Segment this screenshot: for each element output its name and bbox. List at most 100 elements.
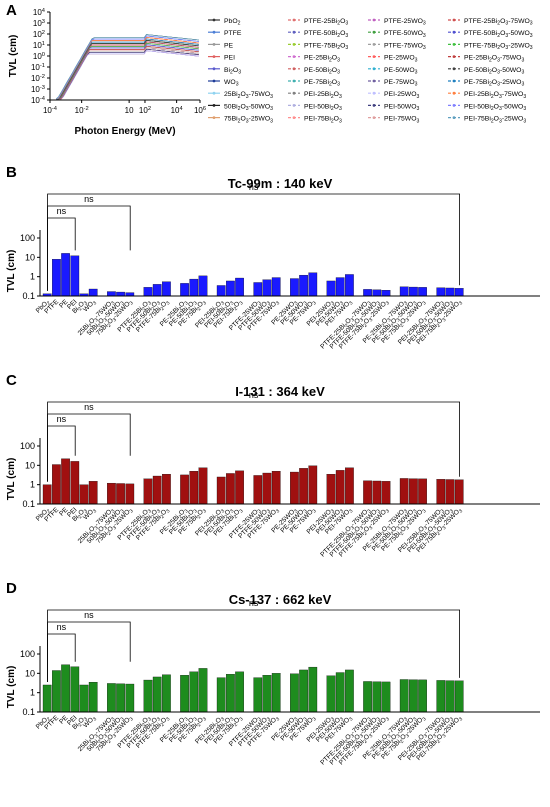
y-tick-label: 100 [20, 649, 35, 659]
bar [125, 292, 135, 297]
legend-marker [372, 43, 376, 46]
bar [253, 475, 263, 505]
legend-marker [452, 30, 456, 34]
legend-label: WO3 [224, 79, 239, 88]
legend-label: Bi2O3 [224, 67, 241, 76]
y-tick-label: 101 [33, 41, 45, 50]
bar [152, 676, 162, 713]
bar [216, 476, 226, 505]
y-tick-label: 1 [30, 272, 35, 282]
bar [235, 277, 244, 297]
legend-label: PTFE [224, 30, 242, 37]
chart-legend: PbO2 PTFE PE PEI Bi2O3 WO3 25Bi2O3-75WO3 50Bi2O… [208, 18, 533, 124]
y-tick-label: 100 [33, 52, 45, 61]
legend-marker [452, 91, 456, 95]
panel-letter-c: C [6, 372, 17, 389]
y-tick-label: 100 [20, 233, 35, 243]
bar [299, 669, 308, 713]
legend-label: PTFE-75Bi2O3-25WO3 [464, 42, 533, 51]
legend-label: PE-25WO3 [384, 55, 418, 64]
bar [189, 278, 199, 297]
legend-marker [372, 91, 376, 95]
y-axis-label: TVL (cm) [8, 35, 19, 78]
legend-label: PE-75Bi2O3 [304, 79, 340, 88]
bar [436, 287, 446, 297]
legend-marker [212, 116, 216, 119]
series-line [56, 50, 199, 100]
significance-bracket [47, 401, 461, 482]
bar [363, 289, 372, 297]
category-label: PE [58, 506, 70, 518]
bar [308, 666, 318, 713]
legend-label: PTFE-25WO3 [384, 18, 426, 27]
legend-marker [452, 79, 456, 83]
series-line [56, 42, 199, 100]
legend-label: PE-75WO3 [384, 79, 418, 88]
significance-label: ns [84, 610, 94, 620]
bar [308, 272, 318, 297]
significance-label: ns [57, 414, 67, 424]
bar [409, 679, 418, 713]
panel-letter-b: B [6, 164, 17, 181]
series-line [56, 41, 199, 100]
legend-label: PE-50Bi2O3 [304, 67, 340, 76]
category-label: 50Bi2O3-50WO3 [86, 506, 126, 546]
bar [52, 670, 61, 713]
bar [454, 479, 464, 505]
bar [454, 288, 464, 297]
bar [79, 684, 89, 713]
bar [363, 480, 372, 505]
legend-marker [212, 55, 216, 58]
category-label: 50Bi2O3-50WO3 [86, 714, 126, 754]
legend-label: PbO2 [224, 18, 241, 27]
legend-marker [292, 43, 296, 46]
legend-marker [212, 30, 216, 34]
bar [290, 471, 299, 505]
legend-label: 25Bi2O3-75WO3 [224, 91, 273, 100]
bar [345, 467, 354, 505]
series-line [56, 50, 199, 100]
bar [143, 478, 153, 505]
bar [445, 479, 455, 505]
bar [253, 677, 263, 713]
legend-marker [452, 116, 456, 119]
legend-label: PE [224, 42, 234, 49]
bar [409, 286, 418, 297]
significance-label: ns [57, 622, 67, 632]
legend-label: PEI-50WO3 [384, 103, 419, 112]
legend-marker [292, 104, 296, 107]
x-tick-label: 102 [139, 106, 151, 115]
y-tick-label: 10-4 [31, 96, 46, 105]
legend-marker [292, 79, 296, 83]
y-tick-label: 10-3 [31, 85, 45, 94]
bar [180, 474, 189, 505]
series-line [56, 40, 199, 100]
series-line [56, 45, 199, 100]
bar [445, 680, 455, 713]
legend-marker [372, 104, 376, 107]
bar [42, 484, 52, 505]
legend-label: PEI [224, 55, 235, 62]
bar [372, 289, 382, 297]
bar [152, 475, 162, 505]
legend-label: PTFE-50Bi2O3-50WO3 [464, 30, 533, 39]
series-line [56, 37, 199, 100]
tvl-energy-line-chart: 10-4 10-3 10-2 10-1 100 101 102 103 104 10-4 10-2 1… [8, 8, 206, 137]
legend-label: PE-25Bi2O3 [304, 55, 340, 64]
bar [52, 464, 61, 505]
category-label: PE [58, 714, 70, 726]
legend-label: PE-50Bi2O3-50WO3 [464, 67, 524, 76]
bar [226, 674, 235, 713]
significance-label: ns [84, 402, 94, 412]
significance-label: ns [57, 206, 67, 216]
legend-marker [452, 43, 456, 46]
bar [226, 280, 235, 297]
legend-marker [452, 104, 456, 107]
y-tick-label: 100 [20, 441, 35, 451]
bar [335, 672, 345, 713]
bar [107, 482, 116, 505]
legend-marker [372, 30, 376, 34]
series-line [56, 34, 199, 100]
significance-bracket [47, 193, 461, 291]
bar [180, 675, 189, 713]
